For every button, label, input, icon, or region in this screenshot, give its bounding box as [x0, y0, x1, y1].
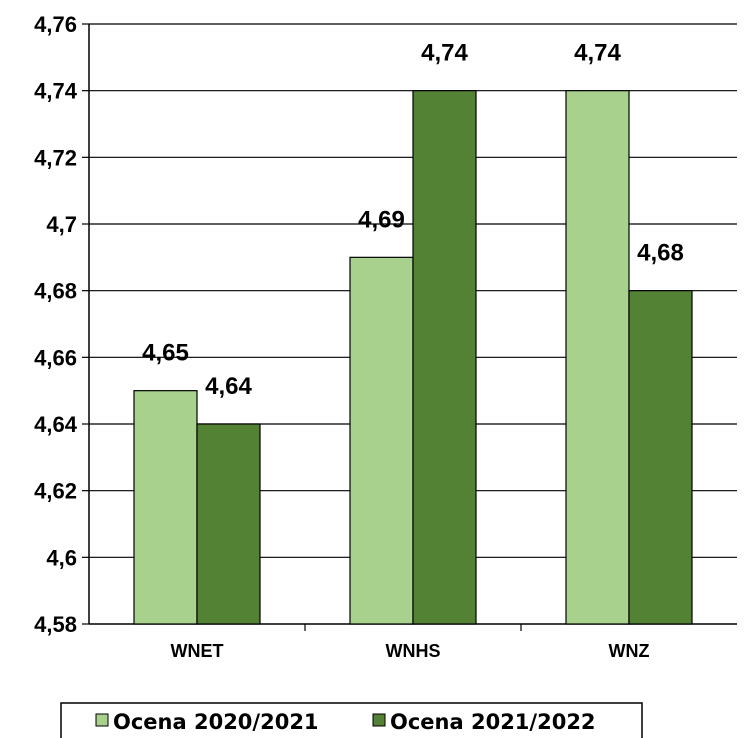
- x-axis: WNET WNHS WNZ: [171, 624, 650, 661]
- bar: [565, 90, 630, 625]
- y-tick-label: 4,6: [46, 545, 77, 570]
- y-tick-label: 4,58: [34, 612, 77, 637]
- bar: [349, 256, 414, 625]
- data-label: 4,68: [637, 240, 684, 267]
- bar: [196, 423, 261, 625]
- y-tick-label: 4,62: [34, 479, 77, 504]
- data-label: 4,69: [358, 206, 405, 233]
- y-tick-label: 4,7: [46, 212, 77, 237]
- legend: Ocena 2020/2021 Ocena 2021/2022: [60, 702, 643, 738]
- legend-label: Ocena 2020/2021: [113, 710, 319, 734]
- y-tick-label: 4,76: [34, 12, 77, 37]
- data-label: 4,74: [421, 40, 468, 67]
- legend-box: [60, 702, 643, 738]
- y-tick-label: 4,74: [34, 79, 78, 104]
- bar: [133, 390, 198, 625]
- y-tick-label: 4,72: [34, 145, 77, 170]
- legend-swatch: [95, 713, 109, 727]
- data-label: 4,74: [574, 40, 621, 67]
- x-tick-label: WNET: [171, 641, 224, 661]
- y-tick-label: 4,64: [34, 412, 78, 437]
- y-tick-label: 4,68: [34, 279, 77, 304]
- bar: [412, 90, 477, 625]
- legend-swatch: [372, 713, 386, 727]
- x-tick-label: WNZ: [609, 641, 650, 661]
- data-label: 4,64: [205, 373, 252, 400]
- x-tick-label: WNHS: [386, 641, 441, 661]
- bars: [133, 90, 693, 625]
- data-label: 4,65: [142, 340, 189, 367]
- bar: [628, 290, 693, 625]
- legend-label: Ocena 2021/2022: [390, 710, 596, 734]
- y-tick-label: 4,66: [34, 345, 77, 370]
- data-labels: 4,65 4,64 4,69 4,74 4,74 4,68: [142, 40, 684, 400]
